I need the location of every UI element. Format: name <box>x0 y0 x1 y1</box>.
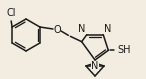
Text: N: N <box>78 24 86 34</box>
Text: N: N <box>91 61 99 71</box>
Text: SH: SH <box>117 45 131 55</box>
Text: O: O <box>53 25 61 35</box>
Text: Cl: Cl <box>6 8 16 18</box>
Text: N: N <box>104 24 112 34</box>
